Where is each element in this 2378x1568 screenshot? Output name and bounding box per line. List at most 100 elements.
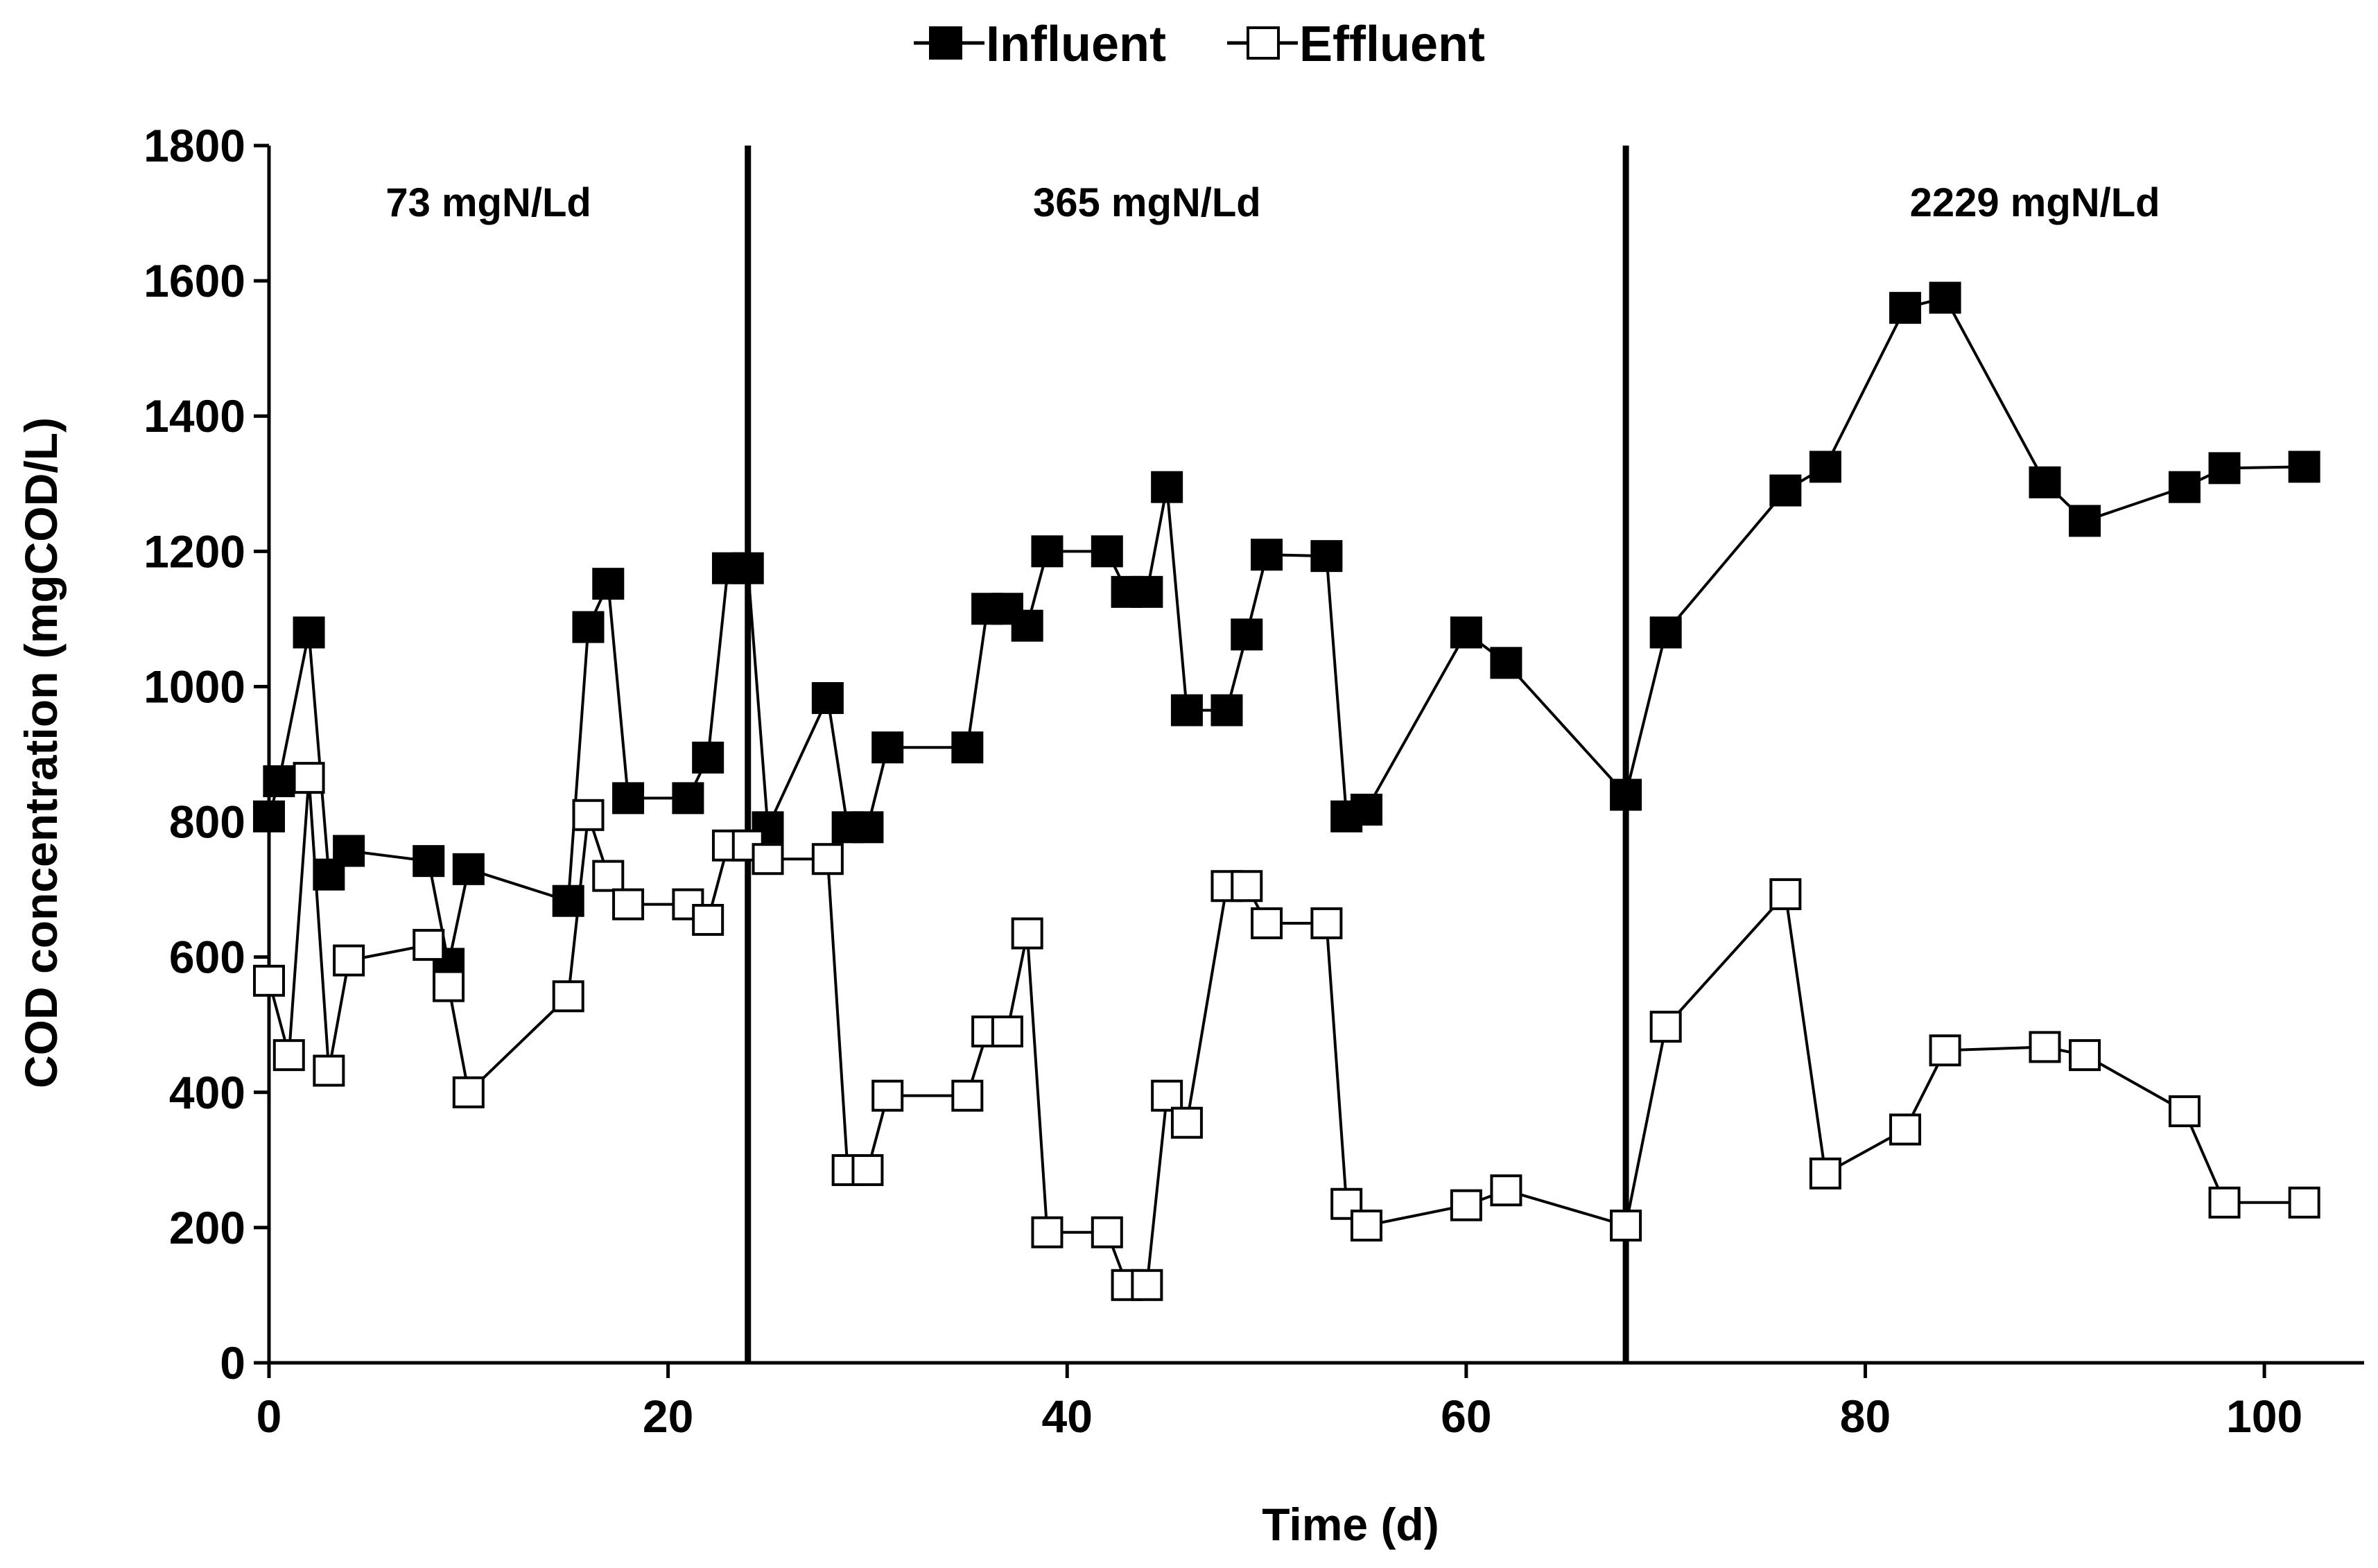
y-tick-label: 600	[169, 932, 245, 983]
y-tick-label: 1000	[144, 661, 245, 712]
data-point-influent	[1350, 793, 1382, 826]
data-point-influent	[2069, 505, 2101, 537]
data-point-effluent	[1151, 1079, 1183, 1112]
data-point-influent	[1310, 540, 1343, 573]
y-tick-label: 0	[220, 1337, 245, 1388]
data-point-effluent	[1091, 1216, 1123, 1248]
data-point-effluent	[1011, 917, 1043, 950]
data-point-influent	[2288, 451, 2320, 483]
data-point-effluent	[1610, 1209, 1642, 1242]
data-point-influent	[1889, 292, 1922, 324]
data-point-influent	[1769, 474, 1802, 507]
data-point-effluent	[272, 1039, 305, 1072]
data-point-effluent	[811, 843, 844, 876]
data-point-influent	[592, 568, 625, 600]
data-point-influent	[253, 800, 285, 833]
phase-dividers	[745, 146, 1629, 1363]
data-point-effluent	[991, 1015, 1023, 1047]
data-point-effluent	[2069, 1039, 2101, 1072]
data-point-effluent	[2208, 1186, 2241, 1219]
data-point-effluent	[871, 1079, 904, 1112]
data-point-influent	[612, 782, 645, 815]
y-tick-label: 1800	[144, 120, 245, 171]
data-point-effluent	[1649, 1011, 1682, 1043]
data-point-effluent	[293, 762, 325, 794]
data-point-influent	[811, 682, 844, 715]
data-point-effluent	[1889, 1113, 1922, 1146]
data-point-effluent	[1809, 1157, 1841, 1190]
data-point-influent	[951, 731, 984, 764]
x-tick-label: 100	[2226, 1391, 2302, 1442]
data-point-influent	[1450, 616, 1482, 649]
phase-labels: 73 mgN/Ld 365 mgN/Ld 2229 mgN/Ld	[385, 180, 2160, 225]
series-layer	[253, 281, 2320, 1301]
data-point-influent	[731, 552, 764, 584]
data-point-effluent	[1231, 870, 1263, 903]
data-point-influent	[2029, 466, 2061, 498]
data-point-influent	[1490, 647, 1522, 679]
x-tick-label: 40	[1042, 1391, 1093, 1442]
data-point-influent	[333, 835, 365, 867]
legend-influent-marker	[929, 26, 962, 60]
data-point-influent	[1610, 778, 1642, 811]
data-point-influent	[692, 741, 724, 774]
data-point-effluent	[1929, 1034, 1961, 1067]
phase-label: 365 mgN/Ld	[1033, 180, 1261, 225]
y-tick-label: 400	[169, 1067, 245, 1118]
y-tick-label: 1600	[144, 255, 245, 306]
data-point-influent	[1091, 535, 1123, 568]
data-point-effluent	[692, 904, 724, 937]
data-point-effluent	[2029, 1031, 2061, 1063]
data-point-influent	[1031, 535, 1064, 568]
y-tick-label: 200	[169, 1202, 245, 1253]
data-point-effluent	[452, 1076, 485, 1108]
phase-label: 2229 mgN/Ld	[1910, 180, 2160, 225]
data-point-influent	[851, 811, 884, 844]
series-effluent	[253, 762, 2320, 1301]
data-point-influent	[2168, 471, 2201, 503]
y-axis-title: COD concentration (mgCOD/L)	[15, 417, 67, 1088]
data-point-effluent	[1769, 878, 1802, 910]
data-point-effluent	[253, 964, 285, 997]
data-point-influent	[572, 611, 605, 643]
y-tick-label: 1200	[144, 525, 245, 577]
data-point-effluent	[1350, 1209, 1382, 1242]
data-point-effluent	[2288, 1186, 2320, 1219]
data-point-influent	[1809, 451, 1841, 483]
series-line-effluent	[268, 778, 2305, 1287]
x-tick-label: 80	[1840, 1391, 1891, 1442]
data-point-influent	[1251, 539, 1283, 571]
data-point-influent	[293, 616, 325, 649]
data-point-influent	[263, 765, 295, 798]
data-point-effluent	[1170, 1106, 1203, 1139]
series-influent	[253, 281, 2320, 980]
data-point-influent	[672, 782, 704, 815]
data-point-influent	[1929, 281, 1961, 314]
data-point-effluent	[2168, 1095, 2201, 1128]
y-tick-label: 1400	[144, 390, 245, 442]
phase-label: 73 mgN/Ld	[385, 180, 591, 225]
data-point-influent	[1649, 616, 1682, 649]
data-point-influent	[2208, 452, 2241, 485]
x-axis-title: Time (d)	[1262, 1499, 1439, 1550]
data-point-influent	[871, 731, 904, 764]
data-point-effluent	[1031, 1216, 1064, 1248]
data-point-effluent	[1310, 907, 1343, 939]
y-tick-label: 800	[169, 796, 245, 848]
data-point-effluent	[851, 1153, 884, 1186]
data-point-effluent	[413, 929, 445, 961]
data-point-effluent	[552, 980, 584, 1013]
legend-influent-label: Influent	[986, 17, 1166, 72]
x-tick-label: 0	[257, 1391, 282, 1442]
axes: 0 200 400 600 800 1000 1200 1400 1600 1800 0 20 40 60…	[144, 120, 2364, 1442]
x-tick-label: 60	[1441, 1391, 1491, 1442]
data-point-influent	[1151, 471, 1183, 503]
data-point-influent	[1210, 694, 1243, 726]
data-point-effluent	[433, 970, 465, 1002]
data-point-influent	[1231, 618, 1263, 651]
data-point-effluent	[333, 944, 365, 977]
data-point-effluent	[951, 1079, 984, 1112]
data-point-influent	[1131, 575, 1163, 608]
data-point-influent	[1011, 609, 1043, 642]
